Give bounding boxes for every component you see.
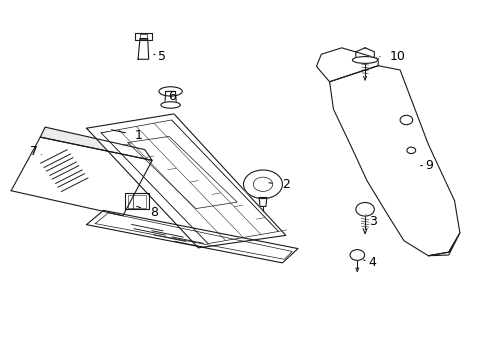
Text: 4: 4 (363, 256, 375, 269)
Polygon shape (135, 33, 151, 40)
Circle shape (406, 147, 415, 154)
Text: 7: 7 (30, 145, 41, 158)
Polygon shape (11, 137, 152, 216)
Polygon shape (86, 210, 297, 263)
Polygon shape (355, 48, 374, 64)
Text: 9: 9 (420, 159, 432, 172)
Ellipse shape (159, 87, 182, 96)
Polygon shape (86, 114, 285, 248)
Ellipse shape (161, 102, 180, 108)
Text: 3: 3 (366, 215, 376, 228)
Polygon shape (40, 127, 152, 160)
Polygon shape (138, 39, 148, 59)
Text: 10: 10 (379, 50, 405, 63)
Text: 2: 2 (268, 178, 289, 191)
Polygon shape (164, 91, 176, 105)
Polygon shape (329, 66, 459, 256)
Text: 8: 8 (136, 206, 158, 219)
Text: 6: 6 (167, 90, 175, 103)
Circle shape (355, 203, 373, 216)
Ellipse shape (352, 57, 377, 63)
Polygon shape (316, 48, 377, 82)
Polygon shape (125, 193, 148, 209)
Circle shape (349, 249, 364, 260)
Text: 1: 1 (111, 129, 142, 142)
Polygon shape (427, 233, 459, 256)
Circle shape (243, 170, 282, 199)
Text: 5: 5 (153, 50, 165, 63)
Circle shape (399, 115, 412, 125)
Polygon shape (259, 198, 266, 206)
